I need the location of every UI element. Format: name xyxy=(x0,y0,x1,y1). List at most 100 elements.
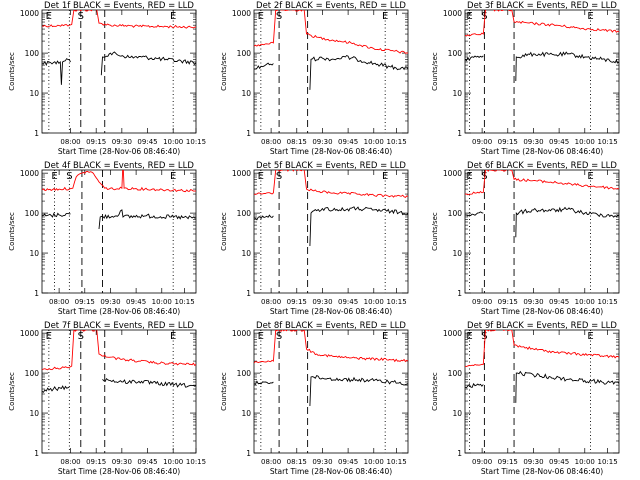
x-tick-label: 10:15 xyxy=(597,458,617,466)
y-tick-label: 1000 xyxy=(232,9,251,18)
marker-label: E xyxy=(170,331,176,342)
panel-title: Det 9f BLACK = Events, RED = LLD xyxy=(467,321,617,331)
marker-label: E xyxy=(51,171,57,182)
x-axis-label: Start Time (28-Nov-06 08:46:40) xyxy=(58,467,180,476)
y-axis-label: Counts/sec xyxy=(431,212,439,251)
y-tick-label: 10 xyxy=(29,409,39,418)
panel-det-6f: Det 6f BLACK = Events, RED = LLD 1 10 100 10… xyxy=(431,161,620,316)
x-tick-label: 09:45 xyxy=(549,458,569,466)
plot-frame xyxy=(253,329,409,454)
x-tick-label: 09:45 xyxy=(338,298,358,306)
x-tick-label: 10:00 xyxy=(163,138,183,146)
x-axis-label: Start Time (28-Nov-06 08:46:40) xyxy=(481,307,603,316)
x-axis-label: Start Time (28-Nov-06 08:46:40) xyxy=(270,147,392,156)
y-tick-label: 1 xyxy=(457,449,462,458)
panel-title: Det 2f BLACK = Events, RED = LLD xyxy=(256,1,406,11)
y-axis-label: Counts/sec xyxy=(220,212,228,251)
plot-frame xyxy=(464,9,620,134)
panel-det-9f: Det 9f BLACK = Events, RED = LLD 1 10 100 10… xyxy=(431,321,620,476)
x-tick-label: 10:15 xyxy=(597,298,617,306)
x-tick-label: 08:15 xyxy=(287,458,307,466)
x-tick-label: 09:15 xyxy=(287,298,307,306)
y-tick-label: 1 xyxy=(246,289,251,298)
x-axis-label: Start Time (28-Nov-06 08:46:40) xyxy=(270,467,392,476)
y-tick-label: 1 xyxy=(34,129,39,138)
x-tick-label: 09:30 xyxy=(312,138,332,146)
marker-label: E xyxy=(587,331,593,342)
events-series-line xyxy=(254,206,408,247)
plot-frame xyxy=(41,9,197,134)
y-tick-label: 1 xyxy=(457,129,462,138)
events-series-line xyxy=(42,209,196,230)
lld-series-line xyxy=(42,170,196,193)
y-tick-label: 10 xyxy=(29,89,39,98)
x-tick-label: 10:15 xyxy=(386,458,406,466)
panel-title: Det 6f BLACK = Events, RED = LLD xyxy=(467,161,617,171)
lld-series-line xyxy=(254,10,408,54)
panel-title: Det 4f BLACK = Events, RED = LLD xyxy=(44,161,194,171)
y-axis-label: Counts/sec xyxy=(8,212,16,251)
y-tick-label: 10 xyxy=(452,249,462,258)
panel-title: Det 1f BLACK = Events, RED = LLD xyxy=(44,1,194,11)
x-axis-label: Start Time (28-Nov-06 08:46:40) xyxy=(58,147,180,156)
y-tick-label: 100 xyxy=(237,209,252,218)
x-tick-label: 10:00 xyxy=(163,458,183,466)
y-tick-label: 1 xyxy=(34,449,39,458)
y-axis-label: Counts/sec xyxy=(8,52,16,91)
marker-label: S xyxy=(66,171,72,182)
x-tick-label: 10:15 xyxy=(186,458,206,466)
x-tick-label: 09:15 xyxy=(86,458,106,466)
x-tick-label: 10:15 xyxy=(386,298,406,306)
marker-label: E xyxy=(382,171,388,182)
plot-frame xyxy=(253,9,409,134)
x-tick-label: 08:00 xyxy=(261,298,281,306)
y-tick-label: 100 xyxy=(448,209,463,218)
panel-det-1f: Det 1f BLACK = Events, RED = LLD 1 10 100 10… xyxy=(8,1,206,156)
x-tick-label: 09:30 xyxy=(112,458,132,466)
marker-label: S xyxy=(78,331,84,342)
events-series-line xyxy=(42,377,196,393)
x-tick-label: 08:15 xyxy=(287,138,307,146)
marker-label: S xyxy=(78,11,84,22)
x-tick-label: 10:15 xyxy=(597,138,617,146)
y-tick-label: 1000 xyxy=(443,329,462,338)
y-tick-label: 1000 xyxy=(443,169,462,178)
events-series-line xyxy=(465,206,619,238)
x-tick-label: 10:15 xyxy=(174,298,194,306)
y-tick-label: 1 xyxy=(246,449,251,458)
x-tick-label: 09:30 xyxy=(523,138,543,146)
x-tick-label: 09:15 xyxy=(498,298,518,306)
x-tick-label: 09:30 xyxy=(112,138,132,146)
x-tick-label: 08:00 xyxy=(60,138,80,146)
x-tick-label: 09:15 xyxy=(75,298,95,306)
y-tick-label: 100 xyxy=(448,369,463,378)
marker-label: S xyxy=(481,11,487,22)
marker-label: E xyxy=(258,331,264,342)
x-tick-label: 10:00 xyxy=(364,458,384,466)
lld-series-line xyxy=(42,330,196,371)
y-axis-label: Counts/sec xyxy=(431,52,439,91)
x-tick-label: 09:30 xyxy=(523,458,543,466)
lld-series-line xyxy=(465,10,619,37)
y-tick-label: 1 xyxy=(34,289,39,298)
marker-label: E xyxy=(170,11,176,22)
panel-det-8f: Det 8f BLACK = Events, RED = LLD 1 10 100 10… xyxy=(220,321,409,476)
y-axis-label: Counts/sec xyxy=(220,372,228,411)
y-tick-label: 100 xyxy=(448,49,463,58)
marker-label: E xyxy=(466,11,472,22)
x-tick-label: 10:15 xyxy=(386,138,406,146)
x-tick-label: 08:00 xyxy=(49,298,69,306)
x-tick-label: 09:15 xyxy=(498,458,518,466)
marker-label: E xyxy=(466,171,472,182)
panel-det-2f: Det 2f BLACK = Events, RED = LLD 1 10 100 10… xyxy=(220,1,409,156)
events-series-line xyxy=(465,51,619,82)
y-tick-label: 100 xyxy=(25,369,40,378)
marker-label: E xyxy=(382,11,388,22)
marker-label: E xyxy=(170,171,176,182)
marker-label: S xyxy=(481,331,487,342)
marker-label: S xyxy=(276,171,282,182)
events-series-line xyxy=(254,375,408,407)
plot-frame xyxy=(464,169,620,294)
panel-title: Det 8f BLACK = Events, RED = LLD xyxy=(256,321,406,331)
